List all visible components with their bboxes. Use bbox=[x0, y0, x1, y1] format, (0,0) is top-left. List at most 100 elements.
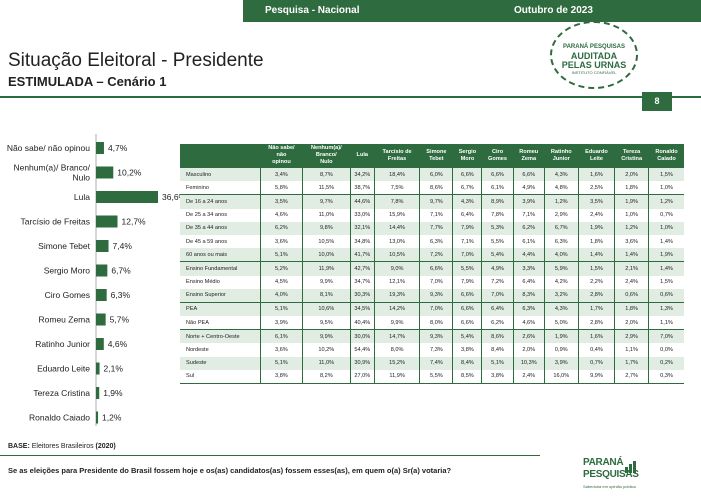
table-cell: 32,1% bbox=[349, 221, 375, 235]
table-cell: 2,0% bbox=[614, 167, 649, 182]
chart-category-label: Lula bbox=[74, 192, 90, 202]
table-row: 60 anos ou mais 5,1% 10,0% 41,7% 10,5% 7,2% 7,… bbox=[180, 248, 684, 262]
chart-value-label: 6,7% bbox=[111, 266, 131, 276]
seal-brand: PARANÁ PESQUISAS bbox=[563, 44, 625, 50]
chart-value-label: 12,7% bbox=[122, 217, 147, 227]
table-cell: 30,9% bbox=[349, 356, 375, 370]
table-cell: 3,5% bbox=[260, 194, 303, 209]
table-cell: 1,9% bbox=[614, 194, 649, 209]
table-column-header: Ciro Gomes bbox=[481, 144, 514, 168]
table-row-label: Nordeste bbox=[180, 343, 261, 357]
table-cell: 7,8% bbox=[481, 208, 514, 222]
page-subtitle: ESTIMULADA – Cenário 1 bbox=[8, 74, 167, 89]
table-cell: 3,6% bbox=[614, 234, 649, 249]
table-cell: 8,9% bbox=[481, 194, 514, 209]
table-cell: 8,4% bbox=[481, 343, 514, 357]
table-cell: 1,0% bbox=[648, 181, 684, 195]
table-cell: 8,1% bbox=[301, 288, 351, 303]
seal-audited: AUDITADA PELAS URNAS bbox=[561, 51, 627, 70]
table-cell: 12,1% bbox=[373, 275, 420, 289]
table-cell: 6,4% bbox=[481, 301, 514, 317]
table-cell: 1,3% bbox=[648, 301, 684, 317]
chart-category-label: Nenhum(a)/ Branco/Nulo bbox=[13, 163, 90, 183]
table-cell: 34,5% bbox=[349, 301, 375, 317]
footer-divider bbox=[0, 455, 540, 456]
table-cell: 1,7% bbox=[577, 301, 615, 317]
table-cell: 9,9% bbox=[577, 369, 615, 384]
table-cell: 10,5% bbox=[373, 248, 420, 262]
table-cell: 27,0% bbox=[349, 369, 375, 384]
table-cell: 30,0% bbox=[349, 329, 375, 344]
table-cell: 3,8% bbox=[452, 343, 482, 357]
table-cell: 6,3% bbox=[419, 234, 453, 249]
table-cell: 1,9% bbox=[648, 248, 684, 262]
table-column-header: Nenhum(a)/Branco/Nulo bbox=[301, 144, 351, 168]
table-row-label: De 25 a 34 anos bbox=[180, 208, 261, 222]
table-cell: 33,0% bbox=[349, 208, 375, 222]
table-cell: 2,4% bbox=[512, 369, 545, 384]
table-row: Não PEA 3,9% 9,5% 40,4% 9,9% 8,0% 6,6% 6,2% 4,6%… bbox=[180, 316, 684, 330]
audit-seal-icon: PARANÁ PESQUISAS AUDITADA PELAS URNAS INS… bbox=[550, 21, 638, 89]
table-cell: 4,9% bbox=[512, 181, 545, 195]
table-cell: 6,3% bbox=[543, 234, 579, 249]
survey-question: Se as eleições para Presidente do Brasil… bbox=[8, 466, 452, 475]
table-cell: 11,0% bbox=[301, 356, 351, 370]
chart-bar bbox=[96, 338, 104, 350]
chart-value-label: 4,7% bbox=[108, 143, 128, 153]
table-cell: 0,0% bbox=[648, 343, 684, 357]
table-cell: 0,6% bbox=[648, 288, 684, 303]
table-cell: 2,5% bbox=[577, 181, 615, 195]
table-cell: 6,6% bbox=[452, 316, 482, 330]
table-row: De 25 a 34 anos 4,6% 11,0% 33,0% 15,9% 7,1% 6,… bbox=[180, 208, 684, 222]
table-cell: 34,8% bbox=[349, 234, 375, 249]
table-cell: 9,0% bbox=[373, 261, 420, 276]
table-cell: 5,1% bbox=[260, 248, 303, 262]
crosstab-table: Não sabe/não opinou Nenhum(a)/Branco/Nulo L… bbox=[180, 144, 684, 384]
chart-category-label: Não sabe/ não opinou bbox=[7, 143, 90, 153]
table-cell: 6,6% bbox=[452, 301, 482, 317]
table-cell: 14,7% bbox=[373, 329, 420, 344]
header-bar: Pesquisa - Nacional Outubro de 2023 bbox=[243, 0, 701, 22]
table-cell: 1,4% bbox=[577, 248, 615, 262]
table-cell: 11,9% bbox=[373, 369, 420, 384]
table-cell: 6,1% bbox=[260, 329, 303, 344]
table-cell: 7,2% bbox=[481, 275, 514, 289]
table-header-row: Não sabe/não opinou Nenhum(a)/Branco/Nulo L… bbox=[180, 144, 684, 168]
table-cell: 4,8% bbox=[543, 181, 579, 195]
table-row: PEA 5,1% 10,6% 34,5% 14,2% 7,0% 6,6% 6,4% 6,3% 4,… bbox=[180, 301, 684, 317]
table-cell: 2,8% bbox=[577, 316, 615, 330]
chart-bar bbox=[96, 215, 118, 228]
table-cell: 0,7% bbox=[577, 356, 615, 370]
chart-bar bbox=[96, 387, 100, 399]
table-cell: 8,4% bbox=[452, 356, 482, 370]
table-cell: 2,6% bbox=[512, 329, 545, 344]
table-column-header: Ratinho Junior bbox=[543, 144, 579, 168]
table-cell: 42,7% bbox=[349, 261, 375, 276]
table-cell: 8,6% bbox=[419, 181, 453, 195]
table-cell: 1,2% bbox=[614, 221, 649, 235]
chart-bar bbox=[96, 313, 106, 326]
table-cell: 10,0% bbox=[301, 248, 351, 262]
table-cell: 9,5% bbox=[301, 316, 351, 330]
table-cell: 6,6% bbox=[481, 167, 514, 182]
table-cell: 7,4% bbox=[419, 356, 453, 370]
table-row: De 35 a 44 anos 6,2% 9,8% 32,1% 14,4% 7,7% 7,9… bbox=[180, 221, 684, 235]
table-cell: 1,6% bbox=[577, 167, 615, 182]
table-cell: 10,5% bbox=[301, 234, 351, 249]
table-row: Masculino 3,4% 8,7% 34,2% 18,4% 6,0% 6,6% 6,6% 6… bbox=[180, 167, 684, 182]
table-cell: 1,9% bbox=[543, 329, 579, 344]
table-cell: 0,2% bbox=[648, 356, 684, 370]
table-cell: 5,5% bbox=[481, 234, 514, 249]
table-cell: 3,2% bbox=[543, 288, 579, 303]
table-row: De 45 a 59 anos 3,6% 10,5% 34,8% 13,0% 6,3% 7,… bbox=[180, 234, 684, 249]
table-cell: 3,6% bbox=[260, 234, 303, 249]
table-column-header: Ronaldo Caiado bbox=[648, 144, 684, 168]
table-cell: 8,3% bbox=[512, 288, 545, 303]
table-cell: 2,8% bbox=[577, 288, 615, 303]
table-row-label: Ensino Superior bbox=[180, 288, 261, 303]
table-row: De 16 a 24 anos 3,5% 9,7% 44,6% 7,8% 9,7% 4,3%… bbox=[180, 194, 684, 209]
chart-value-label: 7,4% bbox=[113, 241, 133, 251]
chart-category-label: Ratinho Junior bbox=[35, 339, 90, 349]
table-row-label: Ensino Fundamental bbox=[180, 261, 261, 276]
table-cell: 3,5% bbox=[577, 194, 615, 209]
